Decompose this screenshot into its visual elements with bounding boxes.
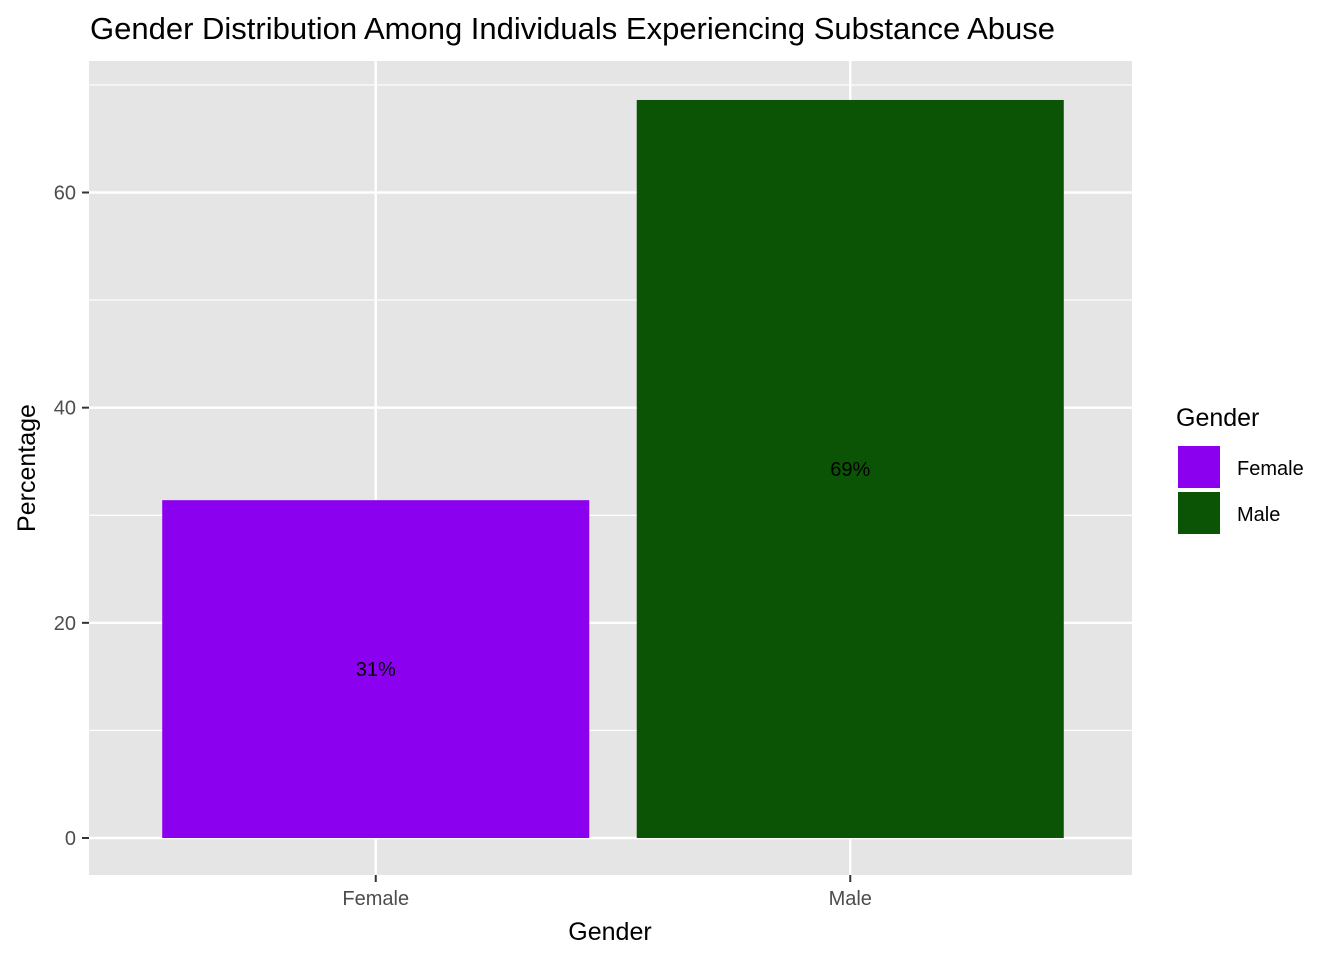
x-axis-title: Gender xyxy=(568,918,651,946)
bar-male xyxy=(636,99,1064,838)
bar-female xyxy=(162,500,590,838)
legend-title: Gender xyxy=(1176,404,1259,432)
data-label-male: 69% xyxy=(830,459,870,481)
y-tick-label: 40 xyxy=(54,398,76,420)
legend-swatch-male xyxy=(1176,490,1222,536)
legend-label-male: Male xyxy=(1237,504,1280,526)
legend-swatch-female xyxy=(1176,444,1222,490)
x-tick-label: Male xyxy=(829,888,872,910)
chart-title: Gender Distribution Among Individuals Ex… xyxy=(90,11,1055,46)
legend-items: Female Male xyxy=(1176,444,1304,536)
y-tick-label: 20 xyxy=(54,613,76,635)
legend: Gender Female Male xyxy=(1176,404,1304,536)
legend-label-female: Female xyxy=(1237,458,1304,480)
y-axis: 0 20 40 60 xyxy=(54,183,89,850)
data-label-female: 31% xyxy=(356,659,396,681)
data-labels: 31% 69% xyxy=(356,459,871,681)
y-tick-label: 0 xyxy=(65,828,76,850)
x-axis: Female Male xyxy=(342,875,872,910)
x-tick-label: Female xyxy=(342,888,409,910)
y-axis-title: Percentage xyxy=(13,404,41,532)
bars xyxy=(162,99,1064,838)
y-tick-label: 60 xyxy=(54,183,76,205)
